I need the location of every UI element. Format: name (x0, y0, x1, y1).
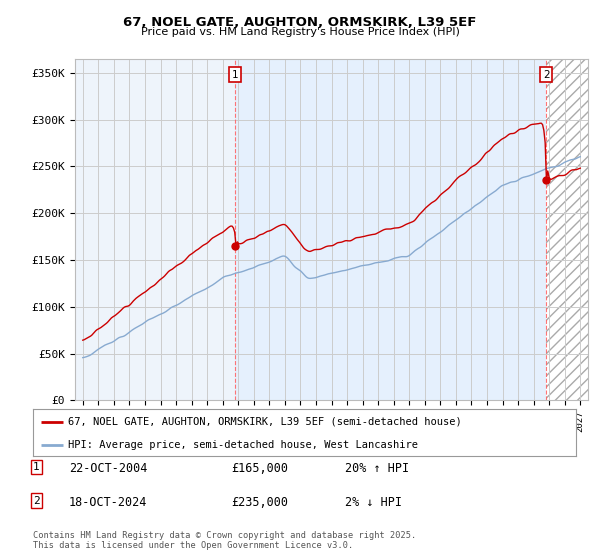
Bar (235, 59, 546, 400)
Text: Contains HM Land Registry data © Crown copyright and database right 2025.
This d: Contains HM Land Registry data © Crown c… (33, 531, 416, 550)
Text: 18-OCT-2024: 18-OCT-2024 (69, 496, 148, 508)
Bar (546, 59, 596, 400)
Text: £235,000: £235,000 (231, 496, 288, 508)
Text: 2: 2 (33, 496, 40, 506)
Text: 2: 2 (543, 69, 550, 80)
Text: 67, NOEL GATE, AUGHTON, ORMSKIRK, L39 5EF (semi-detached house): 67, NOEL GATE, AUGHTON, ORMSKIRK, L39 5E… (68, 417, 462, 427)
Bar (546, 26, 596, 400)
Text: 22-OCT-2004: 22-OCT-2004 (69, 462, 148, 475)
Text: 20% ↑ HPI: 20% ↑ HPI (345, 462, 409, 475)
Text: 67, NOEL GATE, AUGHTON, ORMSKIRK, L39 5EF: 67, NOEL GATE, AUGHTON, ORMSKIRK, L39 5E… (124, 16, 476, 29)
Text: £165,000: £165,000 (231, 462, 288, 475)
Text: Price paid vs. HM Land Registry's House Price Index (HPI): Price paid vs. HM Land Registry's House … (140, 27, 460, 37)
Text: 2% ↓ HPI: 2% ↓ HPI (345, 496, 402, 508)
Text: HPI: Average price, semi-detached house, West Lancashire: HPI: Average price, semi-detached house,… (68, 440, 418, 450)
Text: 1: 1 (33, 462, 40, 472)
Text: 1: 1 (232, 69, 239, 80)
